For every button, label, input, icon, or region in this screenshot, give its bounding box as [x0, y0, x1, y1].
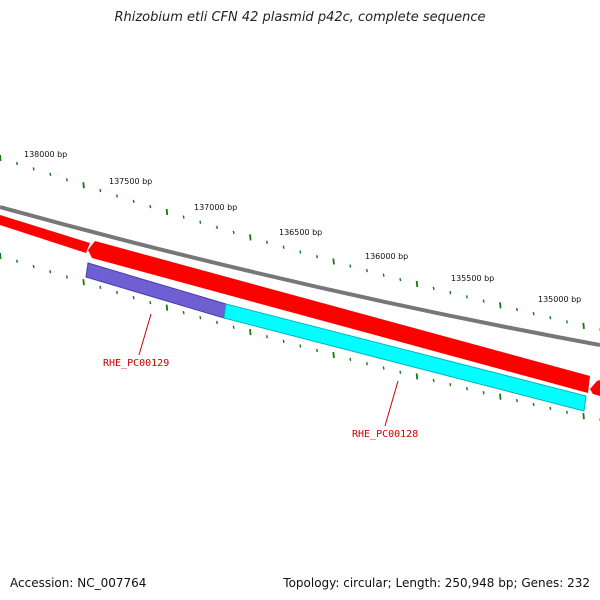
inner-tick: [549, 406, 552, 411]
outer-tick: [399, 277, 402, 282]
outer-tick: [82, 182, 85, 189]
outer-tick: [115, 194, 118, 198]
topology-summary: Topology: circular; Length: 250,948 bp; …: [283, 576, 590, 590]
outer-tick: [249, 234, 252, 241]
inner-tick: [432, 378, 435, 383]
outer-tick: [565, 320, 568, 324]
scale-label-137500: 137500 bp: [109, 177, 152, 186]
inner-tick: [332, 351, 335, 359]
scale-label-138000: 138000 bp: [24, 150, 67, 159]
inner-tick: [132, 295, 135, 300]
inner-tick: [365, 362, 368, 366]
inner-tick: [49, 270, 52, 274]
outer-tick: [99, 189, 102, 193]
scale-label-135500: 135500 bp: [451, 274, 494, 283]
callout-rhe-pc00129: [138, 313, 152, 356]
tick-group: [0, 154, 600, 422]
inner-tick: [65, 275, 68, 279]
outer-tick: [265, 240, 268, 244]
outer-tick: [532, 311, 535, 316]
feature-red-right: [590, 380, 600, 396]
outer-tick: [299, 250, 302, 254]
inner-tick: [249, 328, 252, 336]
gene-rhe-pc00128[interactable]: [223, 303, 587, 412]
inner-tick: [565, 410, 568, 414]
inner-tick: [449, 383, 452, 387]
inner-tick: [382, 366, 385, 370]
inner-tick: [499, 393, 502, 400]
outer-tick: [432, 286, 435, 290]
inner-tick: [232, 325, 235, 329]
outer-tick: [232, 230, 235, 235]
inner-tick: [415, 373, 419, 380]
inner-tick: [265, 335, 268, 339]
inner-tick: [32, 264, 35, 269]
outer-tick: [215, 225, 218, 229]
inner-tick: [15, 259, 18, 263]
outer-tick: [365, 268, 368, 273]
inner-tick: [282, 339, 285, 344]
outer-tick: [415, 280, 419, 288]
inner-tick: [215, 320, 218, 325]
outer-tick: [382, 273, 385, 277]
callout-rhe-pc00128: [384, 380, 399, 427]
inner-tick: [149, 301, 152, 305]
inner-tick: [465, 387, 468, 391]
outer-tick: [149, 205, 152, 209]
inner-tick: [532, 402, 535, 407]
inner-tick: [482, 391, 485, 395]
outer-tick: [0, 154, 2, 162]
gene-label-rhe-pc00128: RHE_PC00128: [352, 429, 418, 440]
outer-tick: [332, 258, 335, 265]
feature-red-left: [0, 215, 90, 253]
scale-label-136000: 136000 bp: [365, 252, 408, 261]
accession-text: Accession: NC_007764: [10, 576, 147, 590]
outer-tick: [315, 255, 318, 259]
scale-label-136500: 136500 bp: [279, 228, 322, 237]
inner-tick: [349, 357, 352, 362]
inner-tick: [182, 311, 185, 315]
inner-tick: [582, 413, 585, 420]
scale-label-135000: 135000 bp: [538, 295, 581, 304]
outer-tick: [549, 316, 552, 320]
inner-tick: [82, 279, 85, 286]
outer-tick: [515, 307, 518, 312]
outer-tick: [65, 178, 68, 182]
inner-tick: [199, 315, 202, 320]
inner-tick: [399, 370, 402, 374]
outer-tick: [199, 220, 202, 224]
outer-tick: [132, 199, 135, 204]
outer-tick: [449, 291, 452, 295]
inner-tick: [99, 285, 102, 289]
outer-tick: [482, 299, 485, 303]
outer-tick: [15, 161, 18, 166]
gene-label-rhe-pc00129: RHE_PC00129: [103, 358, 169, 369]
inner-tick: [315, 348, 318, 353]
outer-tick: [582, 322, 585, 330]
inner-tick: [115, 290, 118, 295]
feature-red-main: [88, 241, 590, 393]
outer-tick: [32, 167, 35, 171]
map-title: Rhizobium etli CFN 42 plasmid p42c, comp…: [114, 10, 486, 25]
inner-tick: [515, 398, 518, 403]
outer-tick: [499, 302, 502, 309]
scale-label-137000: 137000 bp: [194, 203, 237, 212]
outer-tick: [349, 264, 352, 268]
inner-tick: [0, 252, 2, 260]
outer-tick: [282, 245, 285, 249]
plasmid-backbone: [0, 205, 600, 347]
inner-tick: [299, 344, 302, 348]
outer-tick: [49, 172, 52, 177]
outer-tick: [465, 295, 468, 299]
outer-tick: [182, 215, 185, 219]
inner-tick: [165, 304, 169, 311]
outer-tick: [165, 208, 169, 215]
